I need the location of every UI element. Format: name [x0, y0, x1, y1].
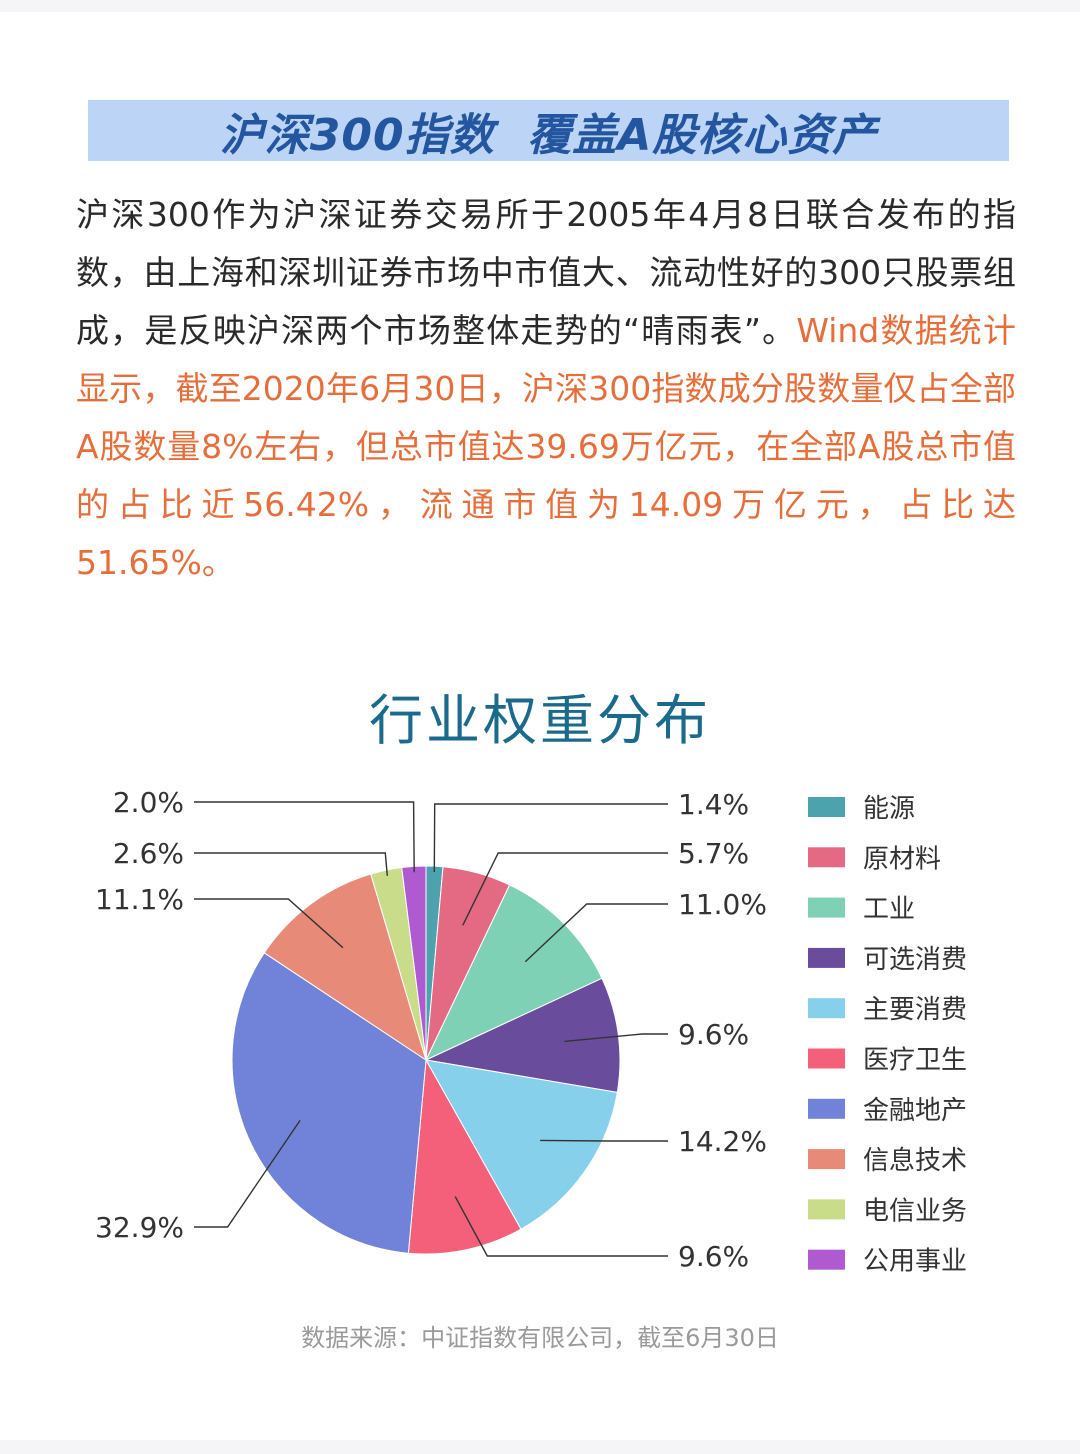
leader-line-8 — [194, 852, 388, 876]
page-title: 沪深300指数 覆盖A股核心资产 — [219, 109, 878, 161]
pie-slice-3 — [424, 977, 621, 1093]
leader-line-3 — [564, 1033, 668, 1043]
pie-slice-7 — [263, 873, 427, 1062]
chart-title: 行业权重分布 — [369, 689, 711, 752]
pie-slice-4 — [425, 1059, 618, 1230]
data-label-9: 2.0% — [113, 786, 184, 819]
leader-line-6 — [194, 1120, 301, 1228]
legend-label-4: 主要消费 — [863, 995, 967, 1025]
pie-slices — [231, 865, 621, 1255]
data-label-6: 32.9% — [95, 1211, 184, 1244]
legend-label-8: 电信业务 — [863, 1196, 967, 1226]
leader-line-2 — [524, 903, 668, 963]
legend-swatch-0 — [808, 797, 845, 817]
data-label-2: 11.0% — [678, 888, 767, 921]
legend-swatch-8 — [808, 1199, 845, 1220]
leader-line-4 — [540, 1139, 668, 1142]
data-label-4: 14.2% — [678, 1125, 767, 1158]
legend-label-9: 公用事业 — [863, 1247, 967, 1277]
data-label-0: 1.4% — [678, 788, 749, 821]
legend-label-6: 金融地产 — [863, 1096, 967, 1126]
legend-label-5: 医疗卫生 — [863, 1046, 967, 1076]
data-label-8: 2.6% — [113, 837, 184, 870]
title-banner: 沪深300指数 覆盖A股核心资产 — [88, 100, 1009, 161]
leader-line-5 — [454, 1196, 668, 1257]
leader-line-1 — [462, 852, 668, 926]
leader-line-9 — [194, 801, 415, 873]
pie-slice-2 — [424, 884, 603, 1062]
legend-label-2: 工业 — [863, 895, 915, 925]
legend-label-0: 能源 — [863, 794, 915, 824]
legend-label-7: 信息技术 — [863, 1146, 967, 1176]
data-labels: 1.4% 5.7% 11.0% 9.6% 14.2% 9.6% 32.9% 11.1% 2.6%… — [95, 786, 767, 1273]
intro-paragraph: 沪深300作为沪深证券交易所于2005年4月8日联合发布的指数，由上海和深圳证券… — [76, 186, 1016, 592]
legend-swatch-3 — [808, 947, 845, 968]
leader-line-7 — [194, 898, 344, 949]
legend-swatch-5 — [808, 1048, 845, 1069]
legend-swatch-1 — [808, 847, 845, 868]
legend-label-3: 可选消费 — [863, 945, 967, 975]
legend-swatch-6 — [808, 1098, 845, 1119]
data-source: 数据来源：中证指数有限公司，截至6月30日 — [301, 1324, 779, 1352]
pie-slice-5 — [407, 1058, 522, 1255]
leader-line-0 — [433, 803, 668, 873]
data-label-1: 5.7% — [678, 837, 749, 870]
legend-swatch-4 — [808, 998, 845, 1019]
legend-swatch-2 — [808, 897, 845, 918]
legend-label-1: 原材料 — [863, 844, 941, 874]
data-label-5: 9.6% — [678, 1240, 749, 1273]
data-label-3: 9.6% — [678, 1018, 749, 1051]
data-label-7: 11.1% — [95, 883, 184, 916]
intro-text: 沪深300作为沪深证券交易所于2005年4月8日联合发布的指数，由上海和深圳证券… — [76, 195, 1016, 350]
leader-lines — [194, 801, 668, 1257]
legend-swatch-9 — [808, 1249, 845, 1270]
legend-swatch-7 — [808, 1149, 845, 1170]
intro-highlight-text: Wind数据统计显示，截至2020年6月30日，沪深300指数成分股数量仅占全部… — [76, 311, 1016, 582]
